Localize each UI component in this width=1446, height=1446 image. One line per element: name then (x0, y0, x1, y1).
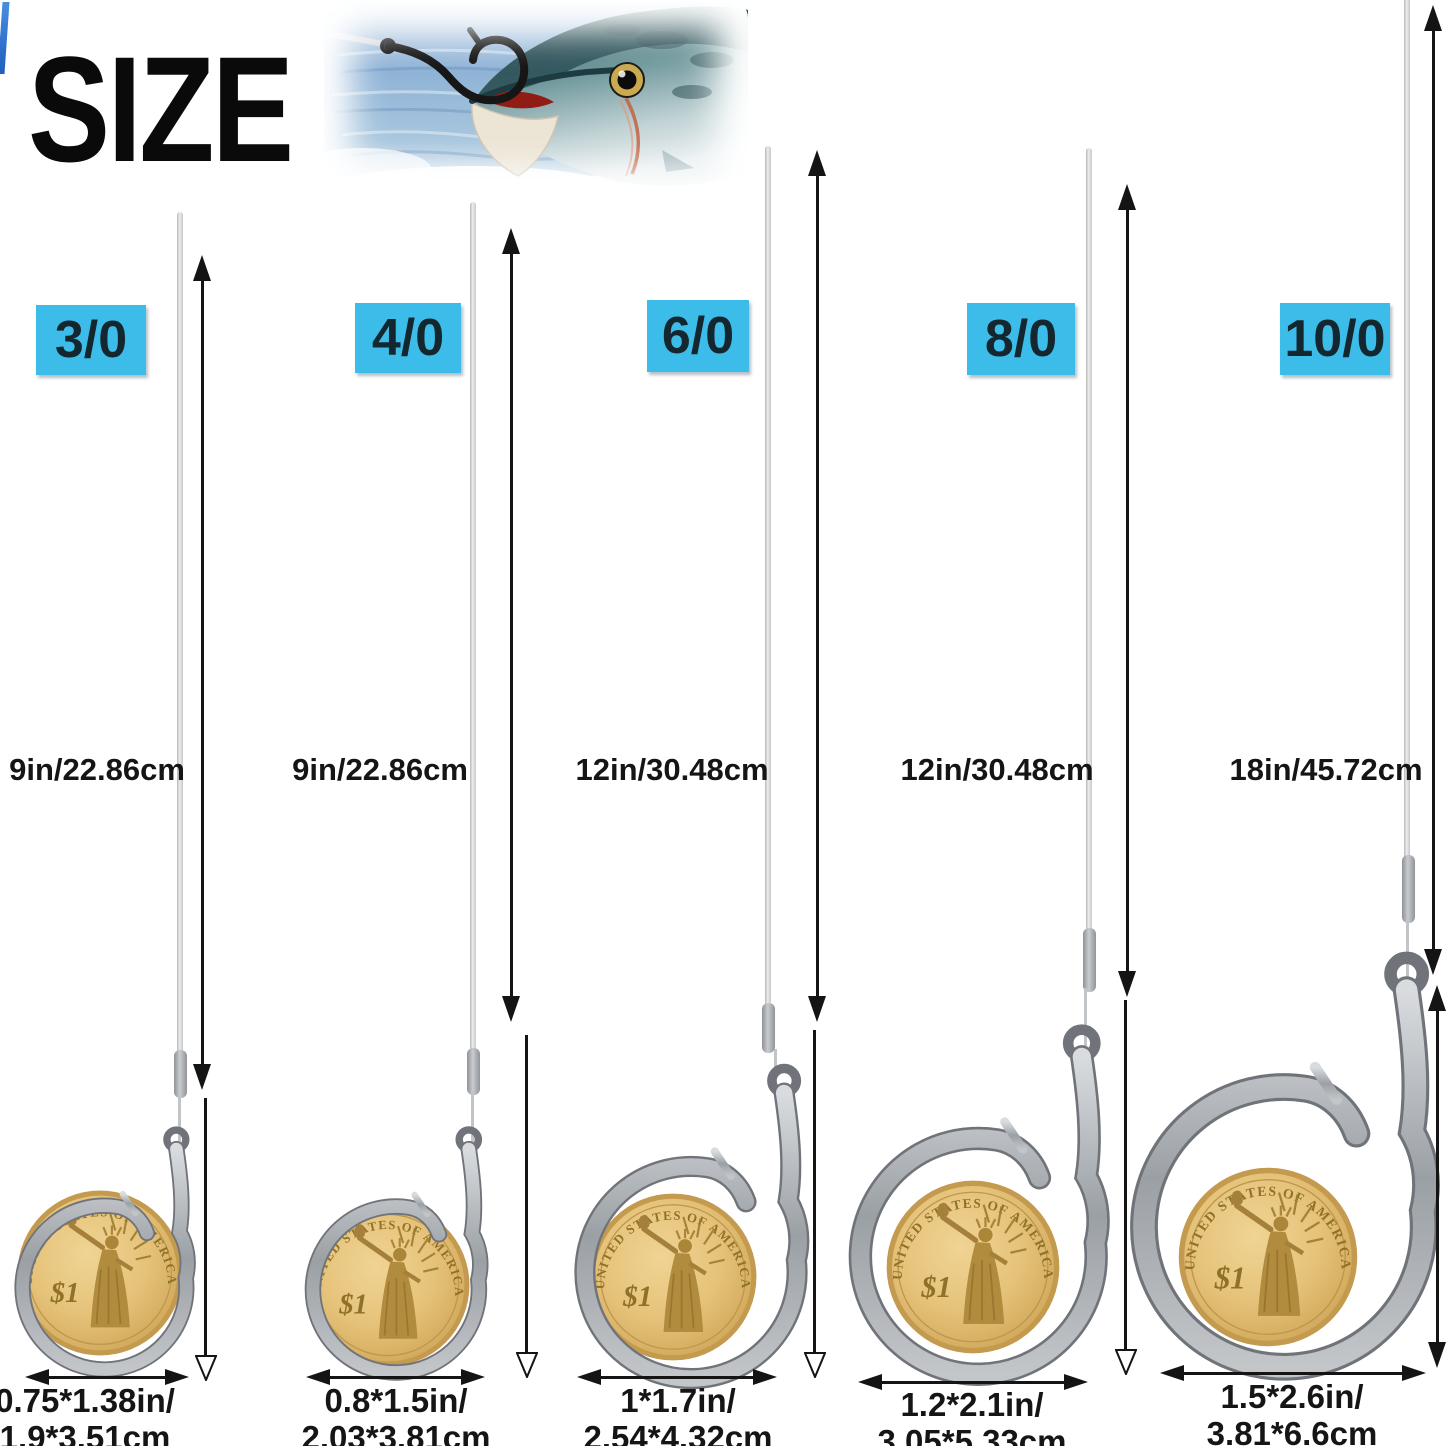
size-badge: 10/0 (1280, 303, 1390, 375)
leader-hook-link (1084, 988, 1087, 1046)
length-arrow-up-head (1424, 5, 1442, 31)
width-arrow-right-head (1402, 1365, 1426, 1381)
length-arrow-line (510, 252, 513, 1000)
length-arrow-up-head (502, 228, 520, 254)
hook-height-arrow-head (195, 1355, 217, 1381)
width-arrow-left-head (25, 1369, 49, 1385)
hook-height-arrow-line (1436, 1009, 1439, 1344)
leader-hook-link (471, 1091, 474, 1143)
leader-line (1086, 148, 1092, 930)
length-arrow-up-head (808, 150, 826, 176)
length-arrow-down-head (808, 996, 826, 1022)
leader-length-text: 12in/30.48cm (900, 752, 1094, 787)
hook-dimensions-text: 0.75*1.38in/ 1.9*3.51cm (0, 1382, 175, 1446)
circle-hook (557, 1048, 829, 1410)
circle-hook (829, 1007, 1132, 1409)
width-arrow-left-head (577, 1369, 601, 1385)
length-arrow-down-head (1424, 949, 1442, 975)
hook-size-inches: 0.75*1.38in/ (0, 1382, 175, 1419)
length-arrow-line (1126, 208, 1129, 973)
swivel (762, 1003, 775, 1053)
length-arrow-down-head (193, 1064, 211, 1090)
leader-hook-link (178, 1094, 181, 1144)
swivel (1083, 928, 1096, 992)
hook-size-inches: 1*1.7in/ (620, 1382, 736, 1419)
hook-height-arrow-head (804, 1352, 826, 1378)
size-badge: 4/0 (355, 303, 461, 373)
hook-size-cm: 2.03*3.81cm (301, 1419, 491, 1446)
circle-hook (1, 1114, 211, 1394)
hook-dimensions-text: 1*1.7in/ 2.54*4.32cm (584, 1382, 773, 1446)
hook-height-arrow-up-head (1428, 985, 1446, 1011)
circle-hook (291, 1114, 504, 1397)
swivel (467, 1048, 480, 1095)
leader-length-text: 9in/22.86cm (9, 752, 185, 787)
size-badge: 8/0 (967, 303, 1075, 375)
hook-size-inches: 0.8*1.5in/ (324, 1382, 468, 1419)
leader-length-text: 18in/45.72cm (1229, 752, 1423, 787)
length-arrow-up-head (193, 255, 211, 281)
width-arrow-line (328, 1376, 463, 1379)
size-badge: 6/0 (647, 300, 749, 372)
width-arrow-left-head (858, 1374, 882, 1390)
leader-line (177, 212, 183, 1053)
leader-line (1404, 0, 1410, 857)
length-arrow-down-head (1118, 971, 1136, 997)
page-title: SIZE (28, 25, 294, 193)
fish-photo (292, 0, 812, 222)
width-arrow-line (880, 1381, 1066, 1384)
swivel (1402, 855, 1415, 923)
hook-size-cm: 3.81*6.6cm (1206, 1415, 1378, 1446)
size-badge: 3/0 (36, 305, 146, 375)
hook-size-inches: 1.5*2.6in/ (1220, 1378, 1364, 1415)
photo-edge-sliver (0, 2, 10, 74)
hook-height-arrow-line (813, 1030, 816, 1352)
length-arrow-line (201, 279, 204, 1066)
leader-length-text: 12in/30.48cm (575, 752, 769, 787)
circle-hook (1107, 931, 1446, 1408)
swivel (174, 1050, 187, 1098)
hook-height-arrow-line (204, 1098, 207, 1356)
hook-in-mouth-icon (327, 27, 529, 105)
hook-size-cm: 1.9*3.51cm (0, 1419, 171, 1446)
hook-height-arrow-down-head (1428, 1342, 1446, 1368)
hook-dimensions-text: 1.2*2.1in/ 3.05*5.33cm (878, 1386, 1067, 1446)
fish-photo-art (292, 2, 812, 222)
width-arrow-right-head (461, 1369, 485, 1385)
width-arrow-left-head (1160, 1365, 1184, 1381)
width-arrow-line (1182, 1372, 1404, 1375)
hook-height-arrow-line (525, 1035, 528, 1353)
hook-height-arrow-line (1124, 1000, 1127, 1349)
length-arrow-line (816, 174, 819, 998)
width-arrow-left-head (306, 1369, 330, 1385)
hook-size-inches: 1.2*2.1in/ (900, 1386, 1044, 1423)
leader-hook-link (1406, 919, 1409, 977)
hook-height-arrow-head (516, 1352, 538, 1378)
width-arrow-line (599, 1376, 755, 1379)
hook-height-arrow-head (1115, 1349, 1137, 1375)
hook-size-cm: 3.05*5.33cm (877, 1423, 1067, 1446)
leader-length-text: 9in/22.86cm (292, 752, 468, 787)
hook-dimensions-text: 1.5*2.6in/ 3.81*6.6cm (1207, 1378, 1378, 1446)
hook-size-cm: 2.54*4.32cm (583, 1419, 773, 1446)
width-arrow-right-head (753, 1369, 777, 1385)
leader-line (470, 202, 476, 1050)
length-arrow-up-head (1118, 184, 1136, 210)
width-arrow-right-head (1064, 1374, 1088, 1390)
leader-line (765, 146, 771, 1005)
hook-dimensions-text: 0.8*1.5in/ 2.03*3.81cm (302, 1382, 491, 1446)
length-arrow-down-head (502, 996, 520, 1022)
length-arrow-line (1432, 29, 1435, 951)
width-arrow-right-head (165, 1369, 189, 1385)
width-arrow-line (47, 1376, 167, 1379)
